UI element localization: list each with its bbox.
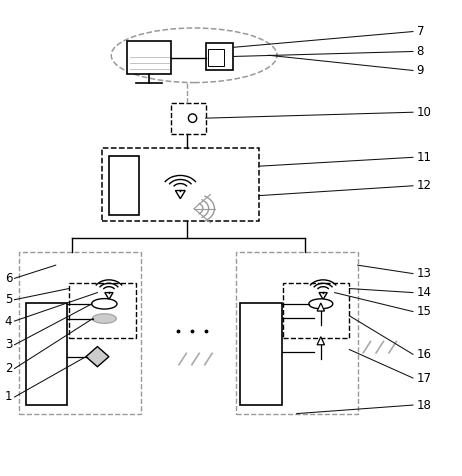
Polygon shape bbox=[317, 337, 324, 345]
Text: 10: 10 bbox=[417, 106, 432, 119]
Text: 8: 8 bbox=[417, 45, 424, 58]
Text: 4: 4 bbox=[5, 315, 12, 327]
Text: 18: 18 bbox=[417, 398, 432, 412]
Bar bbox=[69, 283, 136, 337]
Ellipse shape bbox=[91, 298, 117, 309]
Bar bbox=[208, 49, 224, 66]
Text: 3: 3 bbox=[5, 338, 12, 351]
Text: 17: 17 bbox=[417, 371, 432, 385]
Text: 2: 2 bbox=[5, 362, 12, 375]
Text: 15: 15 bbox=[417, 305, 432, 318]
Polygon shape bbox=[86, 347, 109, 367]
Text: 7: 7 bbox=[417, 25, 424, 38]
Bar bbox=[283, 283, 349, 337]
Bar bbox=[240, 303, 282, 405]
Text: 12: 12 bbox=[417, 179, 432, 192]
Polygon shape bbox=[319, 293, 327, 299]
Text: 14: 14 bbox=[417, 286, 432, 299]
Text: 16: 16 bbox=[417, 348, 432, 361]
Text: 13: 13 bbox=[417, 267, 432, 280]
Polygon shape bbox=[105, 293, 113, 299]
Text: 11: 11 bbox=[417, 151, 432, 164]
Bar bbox=[128, 41, 171, 74]
Polygon shape bbox=[317, 303, 324, 311]
Polygon shape bbox=[176, 190, 185, 198]
Ellipse shape bbox=[309, 299, 333, 309]
Text: 6: 6 bbox=[5, 272, 12, 285]
Text: 9: 9 bbox=[417, 64, 424, 77]
Bar bbox=[236, 252, 358, 414]
Bar bbox=[102, 148, 259, 221]
Ellipse shape bbox=[92, 314, 116, 323]
Bar bbox=[109, 156, 139, 215]
Bar bbox=[26, 303, 67, 405]
Bar bbox=[171, 103, 206, 134]
Text: 5: 5 bbox=[5, 293, 12, 306]
Bar bbox=[206, 43, 233, 69]
Text: 1: 1 bbox=[5, 390, 12, 404]
Bar bbox=[19, 252, 141, 414]
